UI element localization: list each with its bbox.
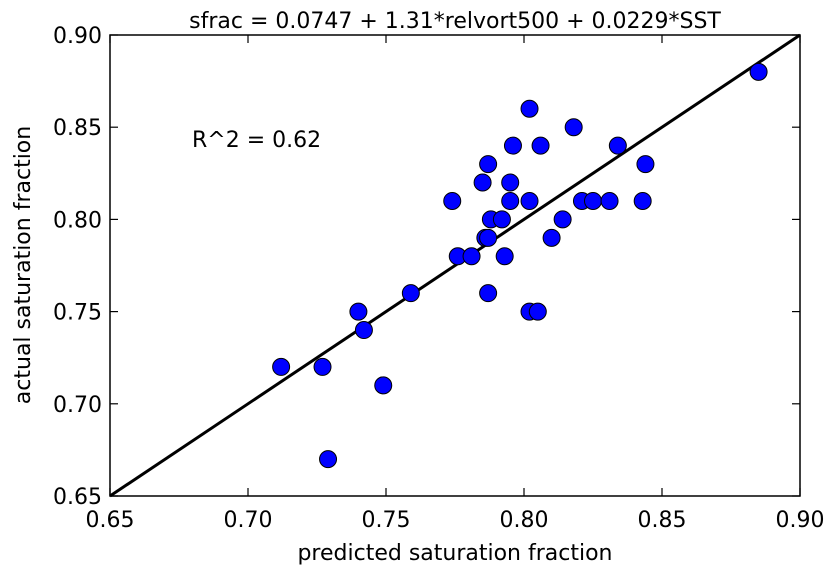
data-point: [542, 228, 561, 247]
data-point: [584, 191, 602, 210]
data-point: [503, 136, 522, 155]
reference-line: [109, 33, 801, 498]
y-tick-label: 0.90: [53, 24, 102, 49]
data-point: [608, 136, 627, 155]
data-point: [462, 247, 481, 266]
y-axis-label: actual saturation fraction: [11, 126, 36, 404]
y-tick-label: 0.75: [53, 301, 102, 326]
plot-area: [109, 33, 801, 498]
data-point: [600, 191, 619, 210]
data-point: [531, 136, 550, 155]
data-point: [479, 284, 498, 303]
data-point: [501, 173, 520, 192]
data-point: [401, 284, 420, 303]
data-point: [374, 376, 393, 395]
data-point: [520, 99, 539, 118]
data-point: [473, 173, 492, 192]
data-point: [636, 155, 655, 174]
y-tick-label: 0.85: [53, 116, 102, 141]
data-point: [272, 357, 291, 376]
data-point: [443, 191, 462, 210]
plot-frame: [109, 34, 801, 497]
x-tick-label: 0.85: [638, 508, 687, 533]
y-tick-label: 0.65: [53, 485, 102, 510]
data-point: [349, 302, 368, 321]
data-point: [520, 191, 539, 210]
x-axis-label: predicted saturation fraction: [297, 541, 612, 566]
data-point: [564, 118, 583, 137]
data-point: [553, 210, 572, 229]
data-point: [479, 228, 498, 247]
data-point: [633, 191, 652, 210]
data-point: [749, 62, 768, 81]
x-tick-label: 0.80: [500, 508, 549, 533]
data-point: [319, 450, 338, 469]
x-tick-label: 0.70: [224, 508, 273, 533]
data-point: [501, 191, 520, 210]
axis-ticks: 0.65 0.70 0.75 0.80 0.85 0.90 0.65 0.70 0.75 0.80…: [53, 24, 824, 533]
y-tick-label: 0.70: [53, 393, 102, 418]
y-tick-label: 0.80: [53, 208, 102, 233]
x-tick-label: 0.75: [362, 508, 411, 533]
data-point: [528, 302, 547, 321]
data-point: [492, 210, 511, 229]
chart-title: sfrac = 0.0747 + 1.31*relvort500 + 0.022…: [189, 9, 721, 34]
data-point: [354, 321, 373, 340]
data-point: [313, 357, 332, 376]
data-point: [479, 155, 498, 174]
x-tick-label: 0.65: [86, 508, 135, 533]
data-point: [495, 247, 514, 266]
r-squared-annotation: R^2 = 0.62: [192, 128, 321, 153]
x-tick-label: 0.90: [776, 508, 825, 533]
